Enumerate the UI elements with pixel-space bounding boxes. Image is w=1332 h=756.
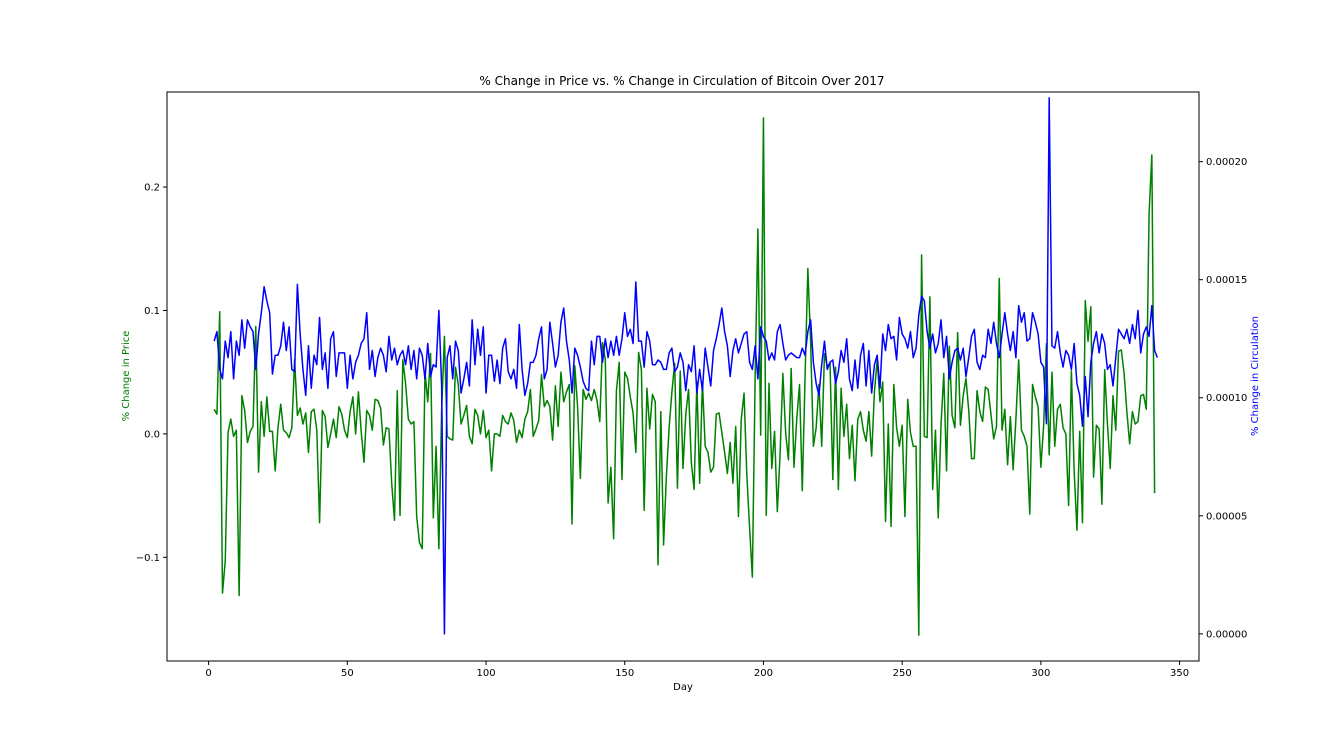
x-tick-label: 150 [615, 668, 634, 679]
circulation-change-line [213, 97, 1159, 635]
x-tick-label: 0 [205, 668, 211, 679]
chart-title: % Change in Price vs. % Change in Circul… [479, 74, 884, 88]
y-right-ticks: 0.00000 0.00005 0.00010 0.00015 0.00020 [1199, 157, 1247, 640]
y-axis-left-label: % Change in Price [121, 331, 132, 422]
y-right-tick-label: 0.00005 [1206, 511, 1247, 522]
x-tick-label: 350 [1170, 668, 1189, 679]
x-tick-label: 250 [893, 668, 912, 679]
plot-lines [213, 97, 1159, 636]
y-right-tick-label: 0.00015 [1206, 275, 1247, 286]
y-left-tick-label: 0.0 [144, 429, 160, 440]
x-tick-label: 300 [1031, 668, 1050, 679]
x-tick-label: 50 [341, 668, 354, 679]
x-ticks: 0 50 100 150 200 250 300 350 [205, 661, 1189, 679]
y-axis-right-label: % Change in Circulation [1250, 316, 1261, 436]
x-tick-label: 200 [754, 668, 773, 679]
y-left-tick-label: −0.1 [136, 553, 160, 564]
y-right-tick-label: 0.00010 [1206, 393, 1247, 404]
y-right-tick-label: 0.00020 [1206, 157, 1247, 168]
y-left-tick-label: 0.1 [144, 306, 160, 317]
x-tick-label: 100 [476, 668, 495, 679]
y-left-ticks: −0.1 0.0 0.1 0.2 [136, 183, 167, 564]
y-right-tick-label: 0.00000 [1206, 629, 1247, 640]
x-axis-label: Day [673, 682, 693, 693]
y-left-tick-label: 0.2 [144, 183, 160, 194]
plot-frame [166, 91, 1200, 662]
